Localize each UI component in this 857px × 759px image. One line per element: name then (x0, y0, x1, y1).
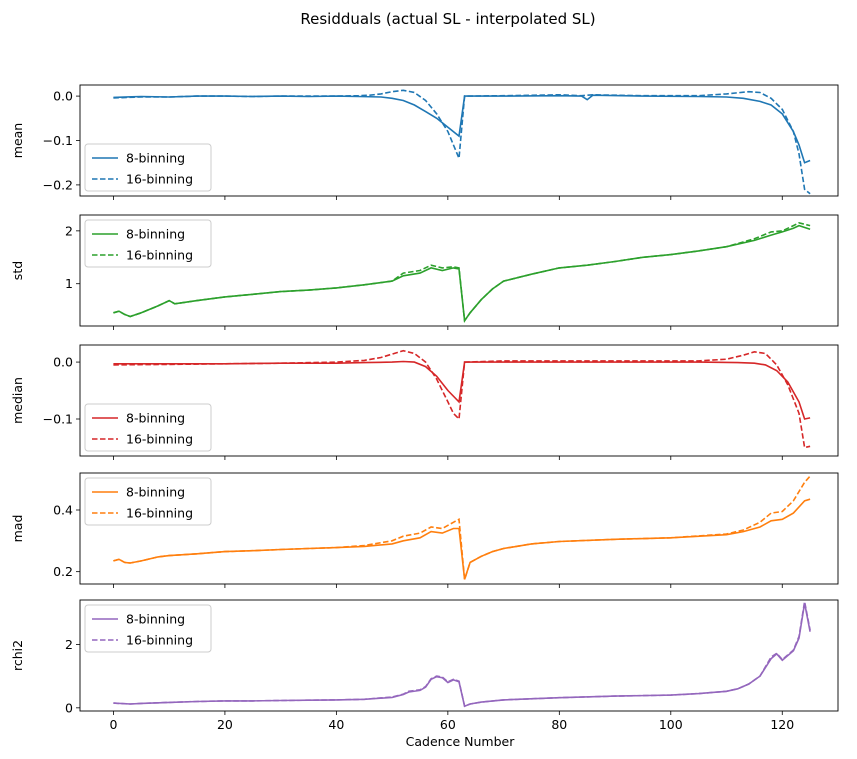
series-line-8-binning (113, 498, 811, 580)
y-tick-label: 0.4 (53, 503, 73, 518)
series-line-8-binning (113, 224, 811, 323)
legend: 8-binning 16-binning (84, 604, 212, 653)
x-axis-label: Cadence Number (406, 734, 516, 749)
y-tick-label: −0.1 (43, 133, 73, 148)
y-axis-label: mean (10, 123, 25, 158)
legend-label: 8-binning (126, 411, 185, 426)
y-tick-label: 0.0 (53, 89, 73, 104)
series-line-16-binning (113, 475, 811, 580)
series-line-16-binning (113, 601, 811, 708)
x-tick-label: 40 (328, 717, 344, 732)
axes-frame (79, 599, 839, 712)
subplot-std: 1 2 std 8-binning 16-binning (10, 214, 839, 330)
y-axis-label: rchi2 (10, 640, 25, 671)
axes-frame (79, 214, 839, 327)
series-line-8-binning (113, 94, 811, 164)
subplot-mad: 0.2 0.4 mad 8-binning 16-binning (10, 472, 839, 588)
y-axis-label: std (10, 261, 25, 280)
legend: 8-binning 16-binning (84, 403, 212, 452)
y-tick-label: 2 (65, 223, 73, 238)
y-axis-label: median (10, 377, 25, 424)
x-tick-label: 100 (659, 717, 683, 732)
y-tick-label: −0.2 (43, 177, 73, 192)
legend-label: 16-binning (126, 172, 193, 187)
legend-label: 16-binning (126, 432, 193, 447)
y-tick-label: 0.0 (53, 355, 73, 370)
y-tick-label: 1 (65, 276, 73, 291)
subplot-mean: 0.0 −0.1 −0.2 mean 8-binning 16-binning (10, 84, 839, 200)
subplot-median: 0.0 −0.1 median 8-binning 16-binning (10, 344, 839, 460)
x-tick-label: 80 (551, 717, 567, 732)
x-tick-label: 0 (109, 717, 117, 732)
y-tick-label: 2 (65, 637, 73, 652)
subplot-rchi2: 0 20 40 60 80 100 120 0 2 rchi2 8-binning 16-binnin… (10, 599, 839, 732)
legend: 8-binning 16-binning (84, 143, 212, 192)
legend: 8-binning 16-binning (84, 219, 212, 268)
y-tick-label: −0.1 (43, 412, 73, 427)
legend-label: 8-binning (126, 227, 185, 242)
axes-frame (79, 472, 839, 585)
series-line-16-binning (113, 349, 811, 449)
legend-label: 8-binning (126, 485, 185, 500)
x-tick-label: 60 (440, 717, 456, 732)
series-line-16-binning (113, 89, 811, 195)
legend-label: 8-binning (126, 612, 185, 627)
y-tick-label: 0.2 (53, 564, 73, 579)
subplot-stack: 0.0 −0.1 −0.2 mean 8-binning 16-binning 1 2 std 8… (10, 84, 839, 732)
axes-frame (79, 344, 839, 457)
series-line-16-binning (113, 222, 811, 323)
legend: 8-binning 16-binning (84, 477, 212, 526)
legend-label: 16-binning (126, 506, 193, 521)
legend-label: 8-binning (126, 151, 185, 166)
figure-title: Residduals (actual SL - interpolated SL) (300, 10, 595, 28)
legend-label: 16-binning (126, 248, 193, 263)
x-tick-label: 120 (770, 717, 794, 732)
y-tick-label: 0 (65, 700, 73, 715)
y-axis-label: mad (10, 515, 25, 543)
legend-label: 16-binning (126, 633, 193, 648)
x-tick-label: 20 (217, 717, 233, 732)
